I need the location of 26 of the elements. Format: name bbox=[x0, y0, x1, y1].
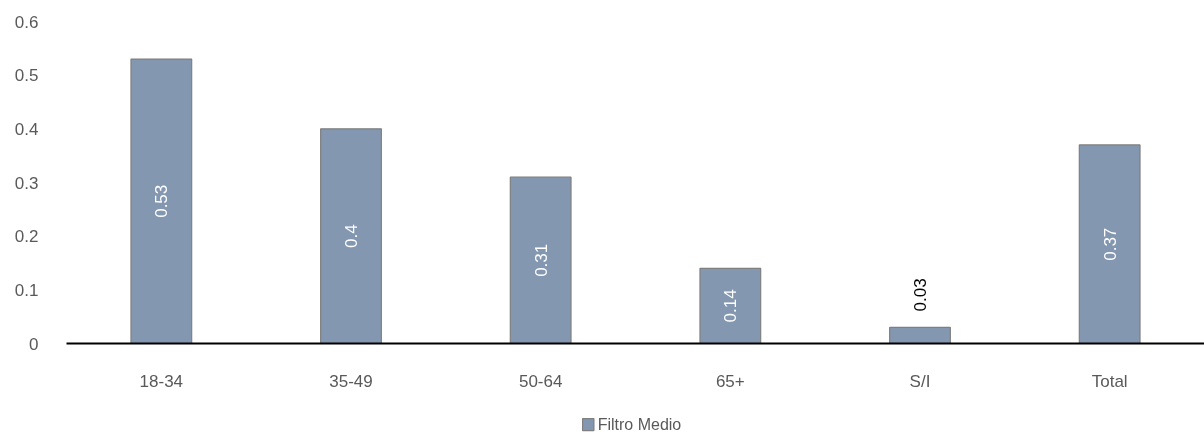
x-tick-label: 65+ bbox=[715, 371, 745, 391]
bar bbox=[889, 326, 951, 344]
x-tick-label: 50-64 bbox=[518, 371, 563, 391]
data-label: 0.03 bbox=[911, 278, 930, 312]
bar bbox=[699, 267, 762, 344]
y-tick-label: 0.4 bbox=[14, 119, 39, 139]
data-label: 0.4 bbox=[342, 224, 361, 248]
y-tick-label: 0.2 bbox=[14, 227, 39, 247]
data-label: 0.31 bbox=[531, 243, 551, 277]
bar bbox=[130, 58, 193, 344]
y-tick-label: 0.3 bbox=[14, 173, 39, 193]
y-tick-label: 0.5 bbox=[14, 66, 39, 86]
data-label: 0.37 bbox=[1100, 227, 1120, 261]
y-tick-label: 0.1 bbox=[14, 280, 39, 300]
x-tick-label: 18-34 bbox=[139, 371, 184, 391]
y-tick-label: 0 bbox=[29, 334, 39, 354]
x-tick-label: S/I bbox=[909, 371, 931, 391]
x-tick-label: Total bbox=[1091, 371, 1128, 391]
bar bbox=[509, 176, 572, 344]
bar bbox=[1078, 144, 1141, 344]
y-tick-label: 0.6 bbox=[14, 12, 39, 32]
data-label: 0.53 bbox=[152, 184, 172, 218]
data-label: 0.14 bbox=[721, 289, 741, 323]
bar bbox=[320, 128, 382, 344]
x-tick-label: 35-49 bbox=[329, 371, 373, 391]
legend-label: Filtro Medio bbox=[597, 416, 682, 434]
